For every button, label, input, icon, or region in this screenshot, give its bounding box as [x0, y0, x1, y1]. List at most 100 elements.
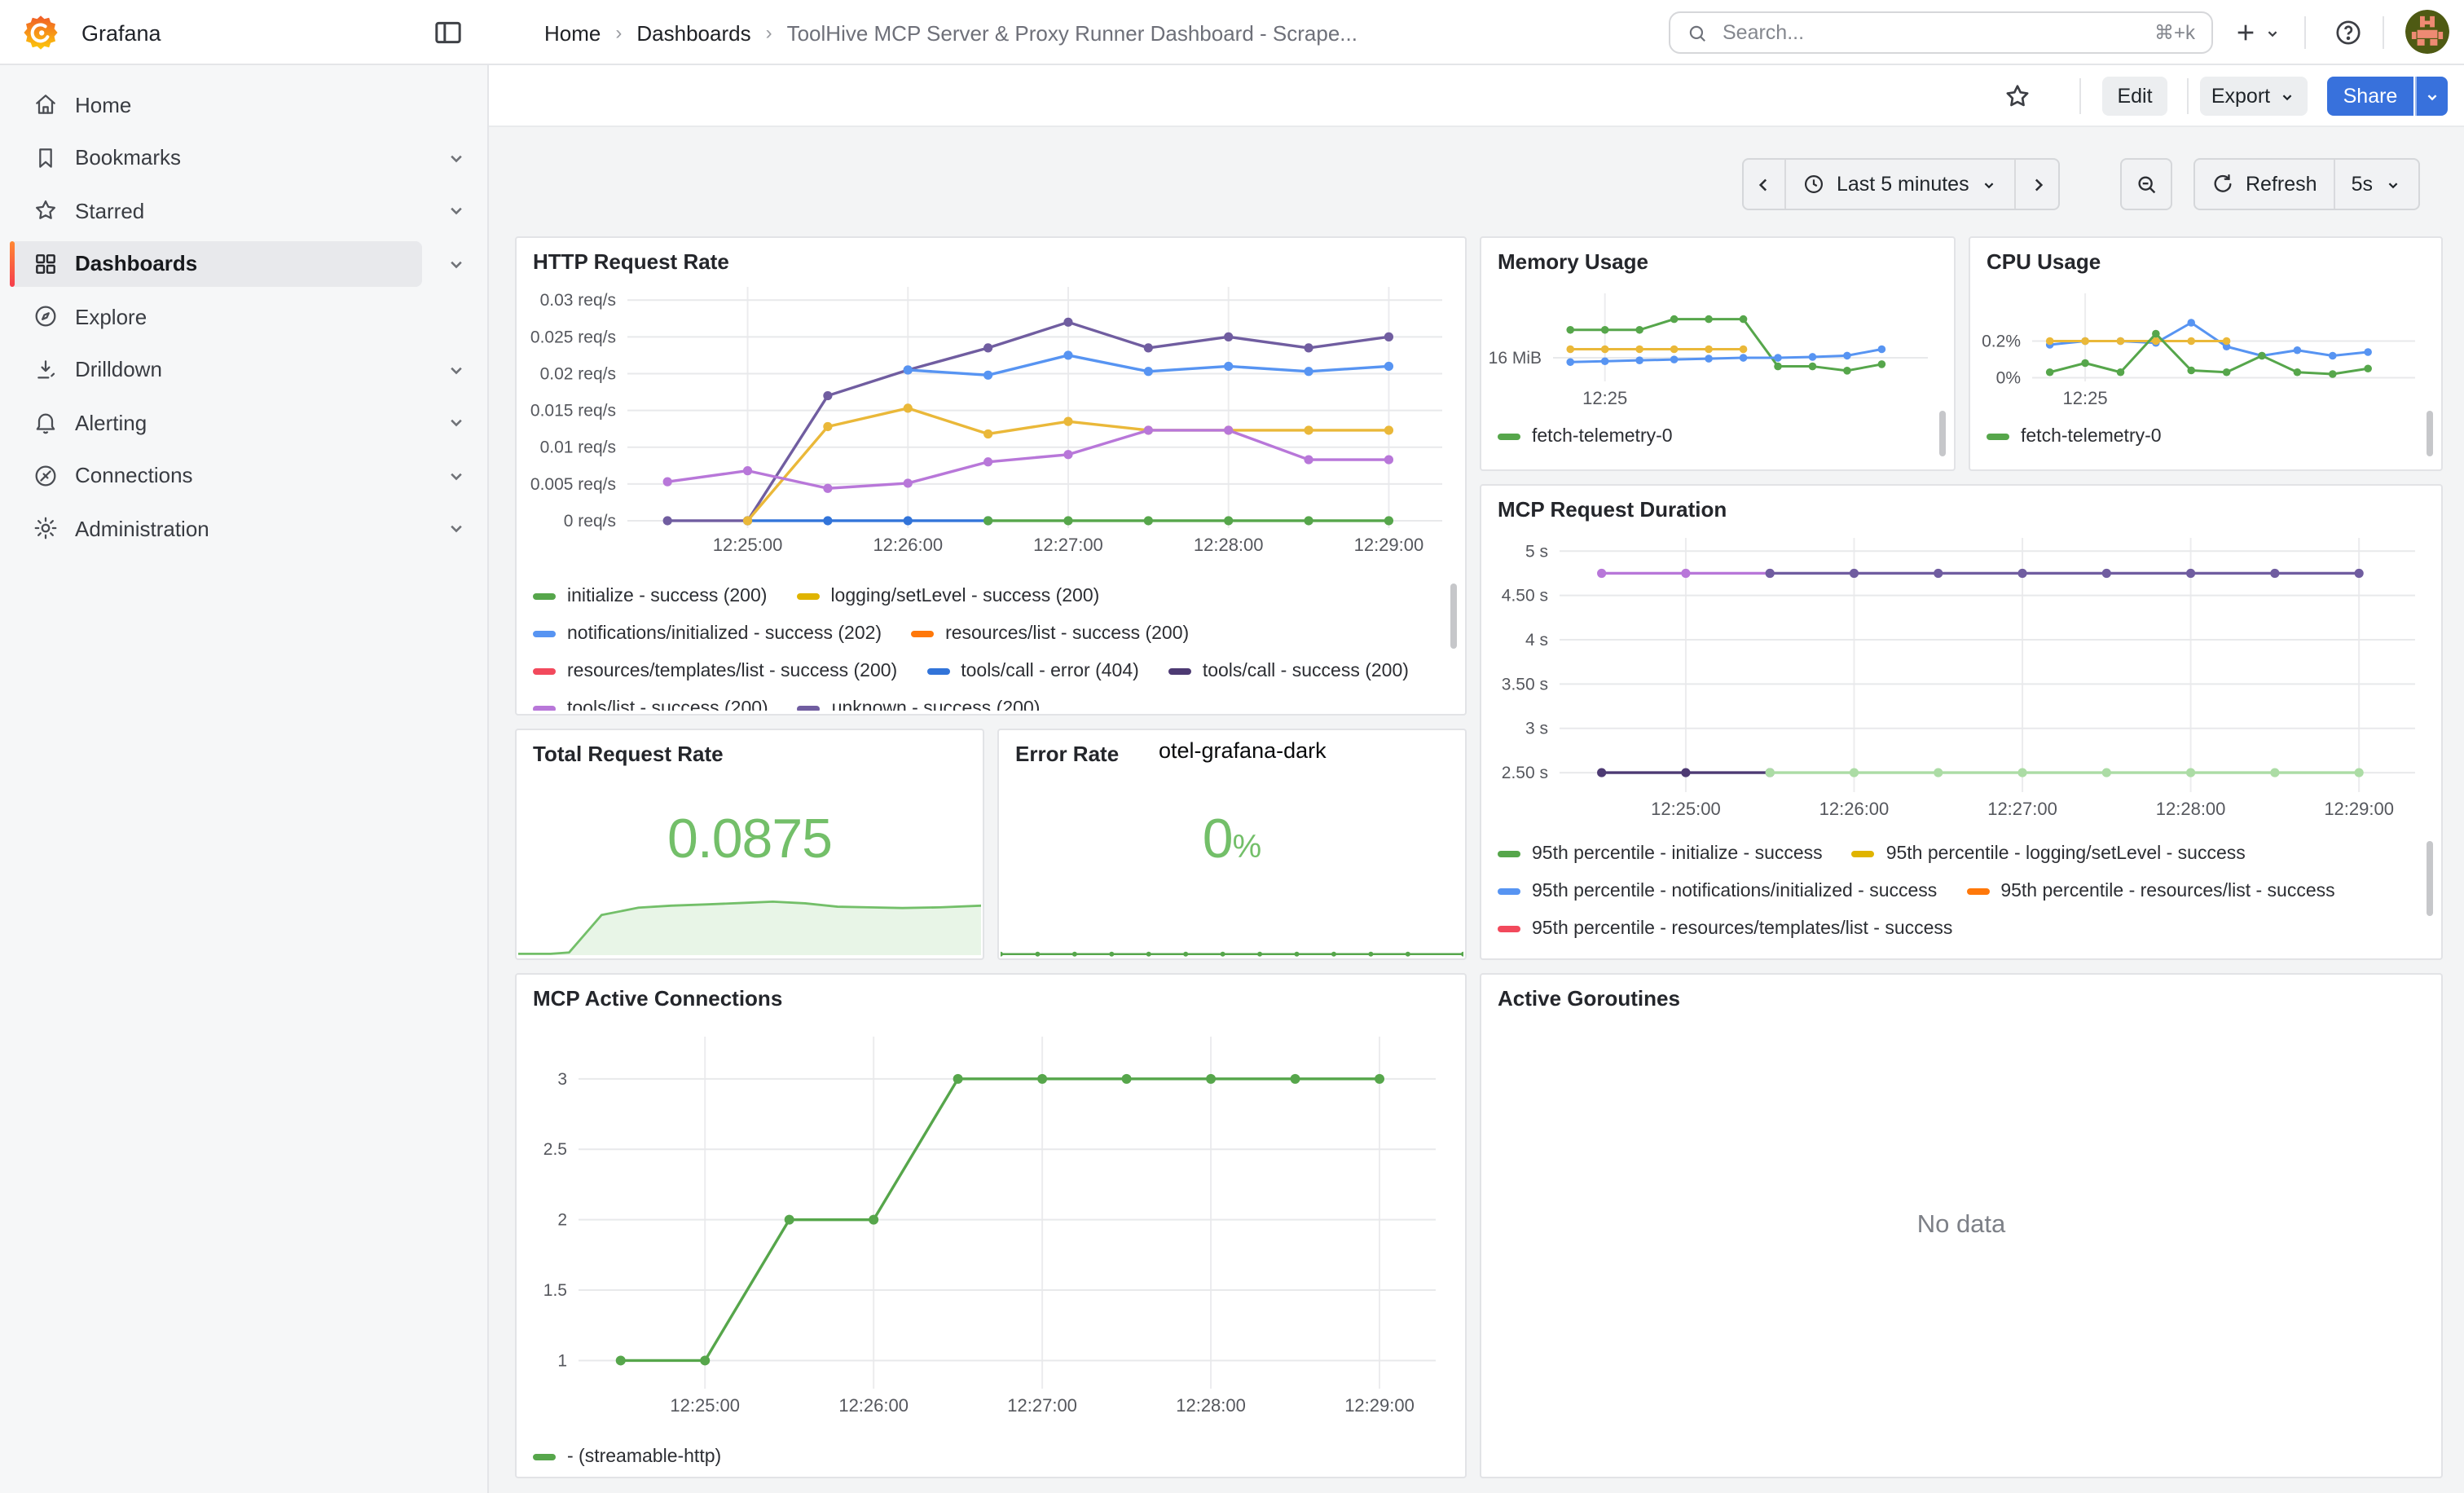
chevron-down-icon[interactable] — [445, 359, 468, 381]
question-icon — [2334, 18, 2363, 47]
legend-item[interactable]: initialize - success (200) — [533, 584, 767, 608]
chevron-left-icon — [1753, 174, 1775, 195]
mcp-active-connections-chart: 12:25:0012:26:0012:27:0012:28:0012:29:00… — [523, 1017, 1459, 1431]
legend-item[interactable]: 95th percentile - initialize - success — [1498, 841, 1823, 865]
brand-name: Grafana — [81, 0, 161, 65]
panel-cpu-usage: CPU Usage 12:250%0.2% fetch-telemetry-0 — [1969, 236, 2443, 471]
panel-title[interactable]: HTTP Request Rate — [533, 249, 729, 274]
legend-scrollbar-thumb[interactable] — [2427, 411, 2433, 456]
legend-label: notifications/initialized - success (202… — [567, 623, 882, 643]
legend-item[interactable]: resources/list - success (200) — [911, 621, 1189, 645]
memory-legend: fetch-telemetry-0 — [1498, 424, 1921, 450]
error-rate-sparkline — [1001, 940, 1463, 957]
sidebar-item-explore[interactable]: Explore — [0, 290, 487, 343]
breadcrumb: Home › Dashboards › ToolHive MCP Server … — [544, 0, 1357, 65]
sidebar-item-administration[interactable]: Administration — [0, 502, 487, 555]
legend-scrollbar-thumb[interactable] — [1450, 584, 1457, 649]
zoom-out-button[interactable] — [2120, 158, 2172, 210]
sidebar-item-starred[interactable]: Starred — [0, 184, 487, 237]
breadcrumb-home[interactable]: Home — [544, 20, 601, 45]
sidebar-item-connections[interactable]: Connections — [0, 449, 487, 502]
sidebar-item-home[interactable]: Home — [0, 78, 487, 131]
export-button[interactable]: Export — [2200, 77, 2308, 116]
svg-text:5 s: 5 s — [1525, 542, 1548, 561]
panel-title[interactable]: MCP Request Duration — [1498, 497, 1727, 522]
legend-item[interactable]: resources/templates/list - success (200) — [533, 658, 897, 683]
refresh-interval-picker[interactable]: 5s — [2335, 160, 2418, 209]
legend-swatch — [1498, 433, 1520, 439]
http-request-rate-chart: 12:25:0012:26:0012:27:0012:28:0012:29:00… — [523, 277, 1459, 561]
sidebar-item-bookmarks[interactable]: Bookmarks — [0, 131, 487, 184]
legend-swatch — [798, 705, 821, 711]
legend-item[interactable]: logging/setLevel - success (200) — [796, 584, 1099, 608]
bell-icon — [33, 410, 59, 436]
legend-swatch — [1498, 850, 1520, 857]
share-button[interactable]: Share — [2327, 77, 2413, 116]
legend-item[interactable]: tools/call - error (404) — [926, 658, 1139, 683]
sidebar-item-drilldown[interactable]: Drilldown — [0, 343, 487, 396]
panel-title[interactable]: Memory Usage — [1498, 249, 1648, 274]
sidebar-active-accent — [10, 240, 15, 287]
plug-icon — [33, 463, 59, 489]
svg-text:12:25: 12:25 — [1582, 388, 1627, 407]
sidebar-item-label: Starred — [75, 199, 144, 223]
search-box[interactable]: ⌘+k — [1669, 11, 2213, 54]
svg-text:0.2%: 0.2% — [1982, 333, 2021, 351]
panel-title[interactable]: Total Request Rate — [533, 742, 724, 766]
svg-text:2: 2 — [557, 1211, 567, 1230]
svg-text:1: 1 — [557, 1351, 567, 1370]
help-button[interactable] — [2334, 0, 2363, 65]
share-dropdown-button[interactable] — [2415, 77, 2448, 116]
add-button[interactable] — [2233, 0, 2281, 65]
avatar[interactable] — [2405, 10, 2449, 54]
legend-item[interactable]: tools/call - success (200) — [1168, 658, 1409, 683]
sidebar-item-dashboards[interactable]: Dashboards — [0, 237, 487, 290]
legend-item[interactable]: - (streamable-http) — [533, 1444, 721, 1469]
apps-icon — [33, 251, 59, 277]
legend-label: 95th percentile - resources/templates/li… — [1532, 918, 1952, 938]
legend-item[interactable]: notifications/initialized - success (202… — [533, 621, 882, 645]
refresh-button[interactable]: Refresh — [2195, 160, 2335, 209]
panel-title[interactable]: Active Goroutines — [1498, 986, 1680, 1011]
chevron-down-icon[interactable] — [445, 147, 468, 170]
search-input[interactable] — [1719, 20, 2143, 46]
legend-item[interactable]: unknown - success (200) — [798, 696, 1041, 711]
time-shift-forward-button[interactable] — [2017, 160, 2059, 209]
memory-usage-chart: 12:2516 MiB — [1485, 280, 1947, 407]
top-header: Grafana Home › Dashboards › ToolHive MCP… — [0, 0, 2464, 65]
legend-label: unknown - success (200) — [832, 698, 1041, 711]
legend-item[interactable]: fetch-telemetry-0 — [1987, 424, 2162, 448]
legend-item[interactable]: 95th percentile - resources/templates/li… — [1498, 916, 1952, 940]
chevron-down-icon[interactable] — [445, 253, 468, 275]
sidebar-item-alerting[interactable]: Alerting — [0, 396, 487, 449]
legend-scrollbar-thumb[interactable] — [2427, 841, 2433, 916]
time-shift-back-button[interactable] — [1744, 160, 1786, 209]
legend-item[interactable]: fetch-telemetry-0 — [1498, 424, 1673, 448]
legend-item[interactable]: tools/list - success (200) — [533, 696, 768, 711]
sidebar-nav: Home Bookmarks Starred Dashboards Explor… — [0, 65, 489, 1493]
chevron-down-icon[interactable] — [445, 517, 468, 540]
sidebar-toggle-icon[interactable] — [432, 16, 464, 49]
time-range-picker[interactable]: Last 5 minutes — [1786, 160, 2017, 209]
edit-button[interactable]: Edit — [2102, 77, 2167, 116]
svg-text:3 s: 3 s — [1525, 720, 1548, 738]
svg-text:0.025 req/s: 0.025 req/s — [530, 328, 616, 346]
panel-title[interactable]: Error Rate — [1015, 742, 1119, 766]
legend-item[interactable]: 95th percentile - logging/setLevel - suc… — [1852, 841, 2246, 865]
favorite-star-icon[interactable] — [2003, 81, 2032, 111]
grafana-logo-icon[interactable] — [21, 13, 60, 52]
chevron-down-icon — [2423, 87, 2441, 105]
breadcrumb-dashboards[interactable]: Dashboards — [636, 20, 750, 45]
panel-title[interactable]: MCP Active Connections — [533, 986, 782, 1011]
panel-title[interactable]: CPU Usage — [1987, 249, 2101, 274]
chevron-down-icon — [2278, 87, 2296, 105]
chevron-down-icon[interactable] — [445, 465, 468, 487]
panel-mcp-request-duration: MCP Request Duration 12:25:0012:26:0012:… — [1480, 484, 2443, 960]
legend-label: - (streamable-http) — [567, 1447, 721, 1466]
legend-item[interactable]: 95th percentile - resources/list - succe… — [1966, 879, 2334, 903]
legend-scrollbar-thumb[interactable] — [1939, 411, 1946, 456]
chevron-down-icon[interactable] — [445, 200, 468, 222]
chevron-down-icon[interactable] — [445, 412, 468, 434]
share-button-label: Share — [2343, 85, 2398, 108]
legend-item[interactable]: 95th percentile - notifications/initiali… — [1498, 879, 1937, 903]
